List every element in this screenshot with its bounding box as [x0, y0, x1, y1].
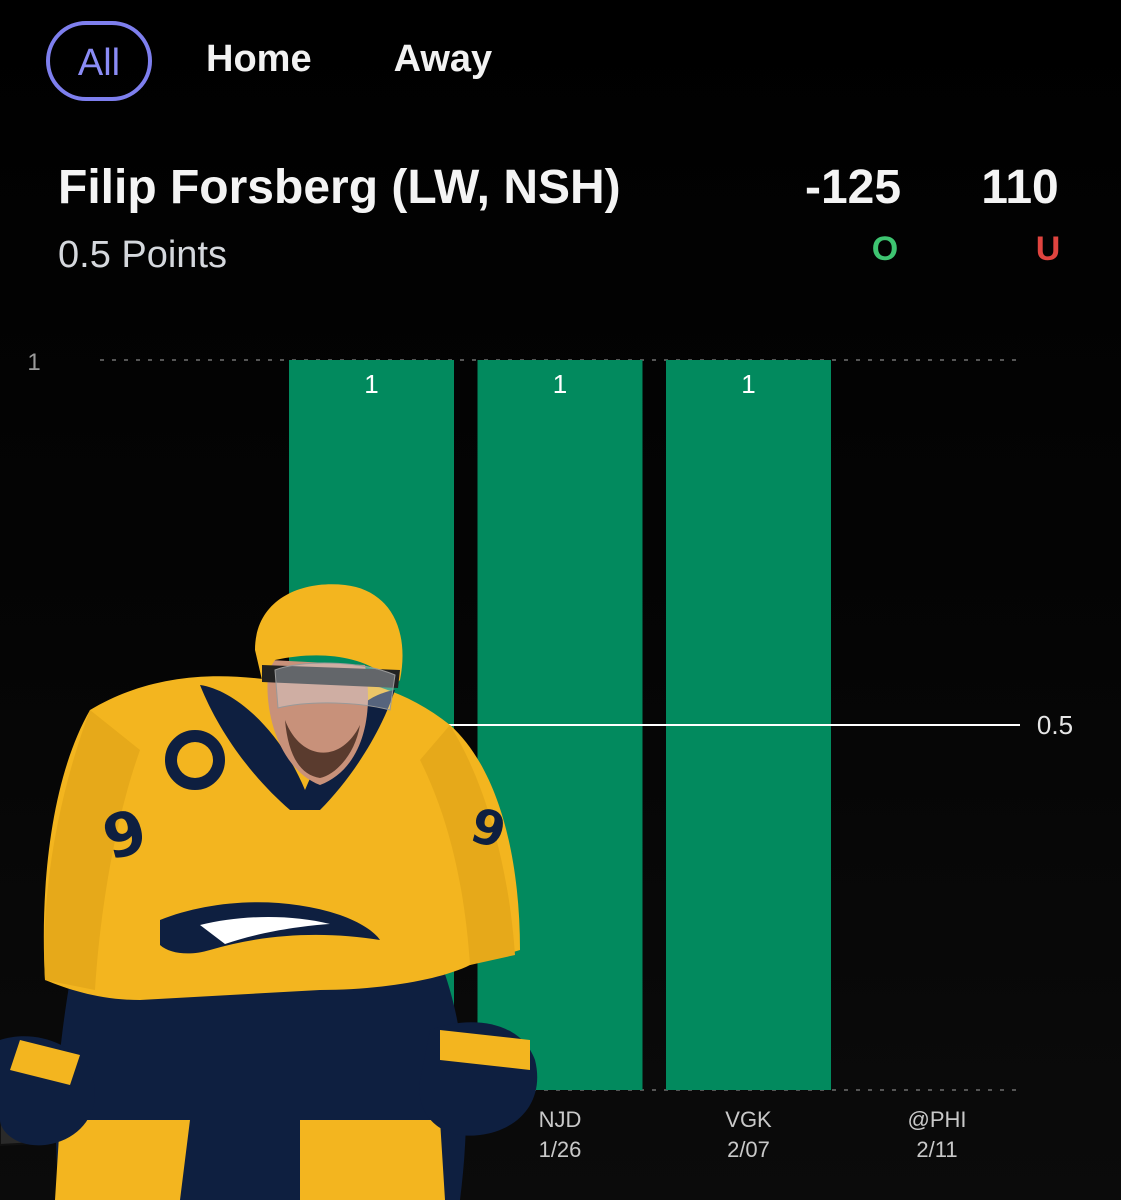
tab-home[interactable]: Home [206, 38, 312, 80]
tab-away[interactable]: Away [393, 38, 493, 80]
x-tick-date-0: /21 [168, 1137, 199, 1162]
over-label: O [871, 230, 899, 268]
bar-value-label-3: 1 [741, 369, 755, 399]
threshold-label: 0.5 [1037, 710, 1073, 740]
prop-line: 0.5 Points [58, 234, 227, 276]
under-price-button[interactable]: 110 [981, 161, 1059, 214]
bar-value-label-2: 1 [553, 369, 567, 399]
x-tick-date-2: 1/26 [539, 1137, 582, 1162]
x-tick-date-4: 2/11 [916, 1137, 957, 1162]
x-tick-opponent-0: R [175, 1107, 191, 1132]
x-tick-opponent-2: NJD [539, 1107, 582, 1132]
split-tabs: All Home Away [46, 20, 492, 102]
x-tick-date-3: 2/07 [727, 1137, 770, 1162]
player-name: Filip Forsberg (LW, NSH) [58, 161, 621, 214]
over-price-button[interactable]: -125 [804, 161, 902, 214]
y-axis-max-label: 1 [27, 349, 40, 376]
x-tick-opponent-3: VGK [725, 1107, 772, 1132]
tab-all[interactable]: All [46, 21, 152, 101]
bar-value-label-1: 1 [364, 369, 378, 399]
x-tick-opponent-4: @PHI [907, 1107, 966, 1132]
under-label: U [1035, 230, 1061, 268]
